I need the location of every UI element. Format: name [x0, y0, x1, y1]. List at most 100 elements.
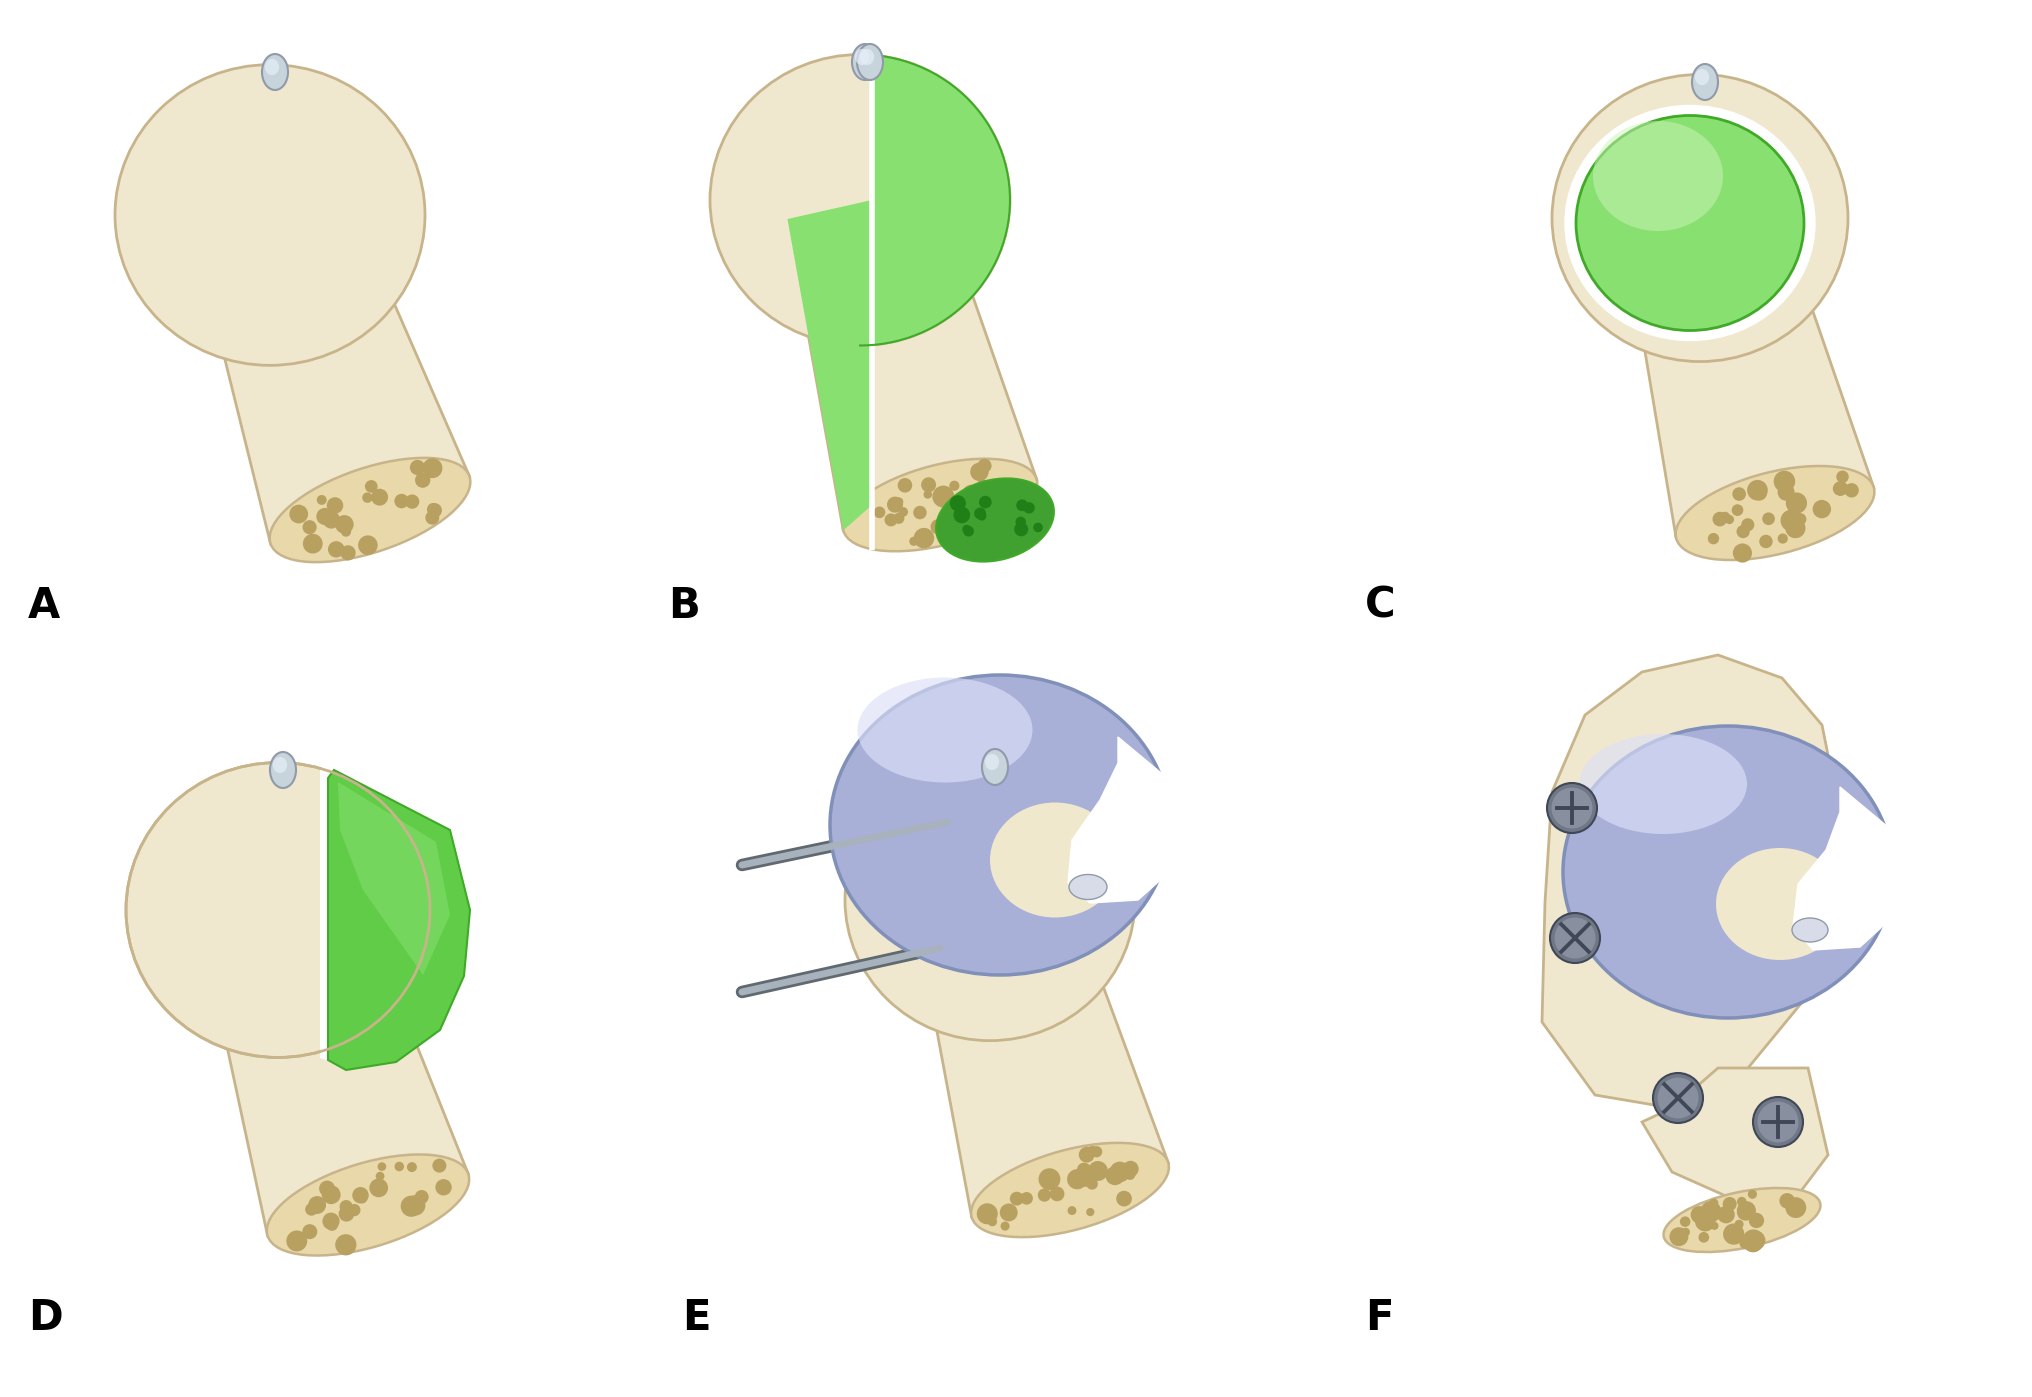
Ellipse shape	[855, 49, 870, 66]
Circle shape	[969, 462, 990, 481]
Circle shape	[1010, 1192, 1024, 1206]
Ellipse shape	[1579, 733, 1748, 834]
Ellipse shape	[1593, 122, 1723, 231]
Circle shape	[435, 1179, 451, 1196]
Ellipse shape	[858, 43, 884, 80]
Circle shape	[1794, 513, 1806, 525]
Circle shape	[319, 1180, 335, 1196]
Circle shape	[1741, 518, 1754, 531]
Ellipse shape	[858, 678, 1032, 782]
Circle shape	[1762, 513, 1774, 525]
Circle shape	[321, 1185, 341, 1204]
Circle shape	[884, 514, 898, 527]
Circle shape	[1105, 1166, 1124, 1185]
Circle shape	[1731, 504, 1743, 515]
Circle shape	[931, 520, 945, 535]
Circle shape	[335, 543, 343, 552]
Ellipse shape	[845, 760, 1136, 1041]
Circle shape	[1038, 1168, 1061, 1190]
Polygon shape	[788, 182, 1036, 531]
Circle shape	[1122, 1161, 1138, 1178]
Circle shape	[1550, 914, 1599, 963]
Circle shape	[1709, 1199, 1719, 1207]
Circle shape	[1778, 534, 1788, 543]
Text: A: A	[28, 585, 61, 627]
Polygon shape	[1642, 1067, 1829, 1200]
Circle shape	[415, 1190, 429, 1204]
Circle shape	[1780, 1193, 1794, 1208]
Circle shape	[287, 1231, 307, 1252]
Circle shape	[358, 535, 378, 555]
Circle shape	[1837, 471, 1849, 483]
Circle shape	[400, 1196, 423, 1217]
Circle shape	[1699, 1232, 1709, 1243]
Circle shape	[394, 1162, 404, 1171]
Circle shape	[1546, 782, 1597, 833]
Circle shape	[303, 1224, 317, 1239]
Circle shape	[289, 504, 309, 524]
Circle shape	[325, 1220, 337, 1231]
Circle shape	[1748, 1190, 1758, 1199]
Circle shape	[914, 528, 935, 549]
Circle shape	[977, 511, 986, 521]
Circle shape	[933, 486, 955, 507]
Circle shape	[979, 496, 992, 509]
Ellipse shape	[1563, 726, 1894, 1018]
Circle shape	[317, 509, 333, 525]
Circle shape	[1813, 500, 1831, 518]
Circle shape	[423, 458, 443, 478]
Polygon shape	[319, 761, 469, 1067]
Circle shape	[961, 507, 969, 517]
Circle shape	[1699, 1220, 1707, 1229]
Circle shape	[923, 490, 933, 499]
Ellipse shape	[709, 54, 1010, 345]
Circle shape	[1737, 1204, 1754, 1221]
Circle shape	[1695, 1211, 1715, 1231]
Ellipse shape	[1577, 116, 1804, 331]
Circle shape	[410, 460, 425, 475]
Circle shape	[874, 507, 886, 518]
Ellipse shape	[843, 458, 1036, 552]
Ellipse shape	[116, 64, 425, 366]
Circle shape	[967, 496, 983, 511]
Circle shape	[1116, 1190, 1132, 1207]
Circle shape	[1786, 518, 1806, 538]
Ellipse shape	[1695, 68, 1709, 85]
Circle shape	[394, 493, 408, 509]
Ellipse shape	[1676, 467, 1874, 560]
Polygon shape	[860, 54, 1010, 345]
Circle shape	[1016, 517, 1026, 527]
Circle shape	[1743, 1232, 1764, 1252]
Circle shape	[1750, 1213, 1764, 1228]
Circle shape	[1717, 1206, 1735, 1224]
Circle shape	[953, 507, 969, 524]
Ellipse shape	[264, 59, 278, 75]
Circle shape	[1758, 1101, 1798, 1143]
Circle shape	[329, 1190, 339, 1201]
Circle shape	[1733, 543, 1752, 563]
Circle shape	[1020, 1192, 1032, 1204]
Circle shape	[1737, 1201, 1756, 1221]
Ellipse shape	[860, 49, 874, 66]
Circle shape	[963, 525, 973, 536]
Circle shape	[1737, 1197, 1745, 1206]
Ellipse shape	[937, 478, 1055, 562]
Circle shape	[1774, 471, 1794, 492]
Circle shape	[1091, 1146, 1101, 1157]
Text: B: B	[669, 585, 699, 627]
Circle shape	[358, 1193, 368, 1203]
Circle shape	[1707, 534, 1719, 545]
Circle shape	[303, 520, 317, 534]
Circle shape	[1067, 1206, 1077, 1215]
Circle shape	[1077, 1162, 1091, 1178]
Circle shape	[1845, 483, 1859, 497]
Circle shape	[427, 503, 441, 517]
Circle shape	[1748, 481, 1768, 500]
Circle shape	[317, 495, 327, 504]
Circle shape	[1723, 1197, 1737, 1211]
Circle shape	[1780, 510, 1802, 531]
Circle shape	[1680, 1228, 1691, 1236]
Ellipse shape	[272, 757, 287, 773]
Circle shape	[920, 478, 937, 492]
Circle shape	[1087, 1208, 1095, 1217]
